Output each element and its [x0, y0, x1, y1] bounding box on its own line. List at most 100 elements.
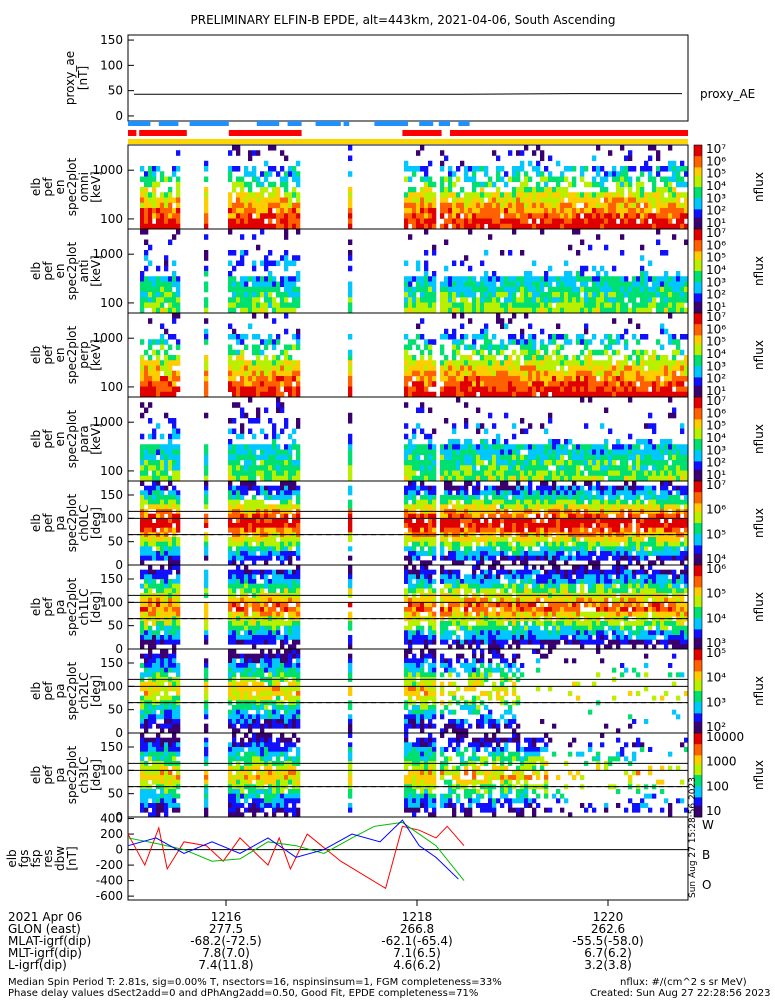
para-heat-cell [152, 470, 157, 477]
para-colorbar-tick: 10¹ [706, 468, 726, 482]
para-heat-cell [248, 454, 253, 461]
omni-heat-cell [484, 213, 489, 219]
perp-heat-cell [448, 334, 453, 340]
perp-heat-cell [492, 334, 497, 340]
omni-heat-cell [508, 213, 513, 219]
ch0LC-heat-cell [568, 518, 573, 524]
perp-heat-cell [276, 376, 281, 382]
perp-heat-cell [544, 360, 549, 366]
omni-heat-cell [168, 197, 173, 204]
anti-heat-cell [548, 292, 553, 298]
anti-heat-cell [228, 250, 233, 256]
anti-heat-cell [540, 229, 545, 235]
omni-heat-cell [244, 208, 249, 214]
perp-heat-cell [240, 365, 245, 372]
perp-heat-cell [624, 355, 629, 361]
ch0LC-heat-cell [348, 518, 353, 524]
perp-heat-cell [228, 381, 233, 387]
para-heat-cell [452, 428, 457, 435]
ch0LC-heat-cell [240, 560, 245, 566]
anti-heat-cell [284, 260, 289, 267]
perp-heat-cell [140, 355, 145, 361]
perp-heat-cell [476, 365, 481, 372]
perp-heat-cell [452, 349, 457, 356]
perp-heat-cell [564, 386, 569, 393]
perp-heat-cell [204, 328, 209, 335]
perp-heat-cell [140, 360, 145, 366]
perp-heat-cell [676, 386, 681, 393]
ch0LC-heat-cell [236, 546, 241, 552]
para-heat-cell [204, 470, 209, 477]
para-heat-cell [140, 465, 145, 471]
ch0LC-heat-cell [284, 513, 289, 519]
para-heat-cell [276, 407, 281, 414]
omni-heat-cell [652, 187, 657, 193]
ch0LC-heat-cell [416, 490, 421, 496]
para-heat-cell [464, 444, 469, 450]
anti-heat-cell [484, 307, 489, 314]
perp-heat-cell [248, 360, 253, 366]
perp-heat-cell [480, 360, 485, 366]
omni-heat-cell [628, 202, 633, 209]
omni-heat-cell [256, 213, 261, 219]
omni-heat-cell [492, 213, 497, 219]
ch0LC-heat-cell [144, 527, 149, 533]
ch0LC-heat-cell [532, 551, 537, 556]
omni-heat-cell [600, 176, 605, 183]
ch0LC-heat-cell [160, 523, 165, 528]
para-heat-cell [440, 470, 445, 477]
para-heat-cell [484, 475, 489, 482]
ch0LC-heat-cell [536, 499, 541, 505]
perp-heat-cell [488, 376, 493, 382]
para-heat-cell [448, 475, 453, 482]
para-heat-cell [284, 465, 289, 471]
para-heat-cell [564, 470, 569, 477]
omni-heat-cell [268, 213, 273, 219]
omni-heat-cell [684, 181, 689, 188]
anti-heat-cell [644, 281, 649, 288]
omni-heat-cell [476, 213, 481, 219]
anti-heat-cell [236, 260, 241, 267]
para-heat-cell [152, 465, 157, 471]
ch0LC-heat-cell [552, 495, 557, 500]
anti-heat-cell [664, 307, 669, 314]
anti-heat-cell [572, 307, 577, 314]
omni-heat-cell [440, 160, 445, 167]
anti-heat-cell [204, 297, 209, 303]
ch0LC-heat-cell [488, 490, 493, 496]
ch0LC-heat-cell [412, 555, 417, 561]
perp-heat-cell [412, 391, 417, 398]
omni-heat-cell [444, 155, 449, 162]
anti-colorbar-label: nflux [752, 256, 766, 286]
anti-heat-cell [260, 260, 265, 267]
ch0LC-heat-cell [204, 518, 209, 524]
perp-heat-cell [296, 360, 301, 366]
para-heat-cell [168, 418, 173, 424]
omni-heat-cell [532, 150, 537, 156]
omni-ylabel-0: elb [29, 178, 43, 196]
perp-heat-cell [672, 360, 677, 366]
anti-heat-cell [168, 302, 173, 309]
para-heat-cell [620, 444, 625, 450]
ch0LC-heat-cell [236, 504, 241, 510]
ch0LC-heat-cell [512, 560, 517, 566]
omni-heat-cell [652, 192, 657, 198]
perp-heat-cell [244, 386, 249, 393]
perp-heat-cell [632, 360, 637, 366]
para-heat-cell [648, 423, 653, 429]
perp-heat-cell [460, 334, 465, 340]
para-heat-cell [152, 428, 157, 435]
omni-heat-cell [668, 213, 673, 219]
para-heat-cell [280, 460, 285, 466]
omni-heat-cell [620, 208, 625, 214]
anti-heat-cell [176, 286, 181, 293]
para-heat-cell [544, 475, 549, 482]
perp-heat-cell [172, 313, 177, 319]
anti-heat-cell [164, 281, 169, 288]
ch0LC-heat-cell [280, 560, 285, 566]
anti-heat-cell [676, 271, 681, 277]
omni-heat-cell [600, 223, 605, 230]
ch0LC-heat-cell [528, 527, 533, 533]
omni-heat-cell [532, 166, 537, 172]
anti-heat-cell [140, 229, 145, 235]
